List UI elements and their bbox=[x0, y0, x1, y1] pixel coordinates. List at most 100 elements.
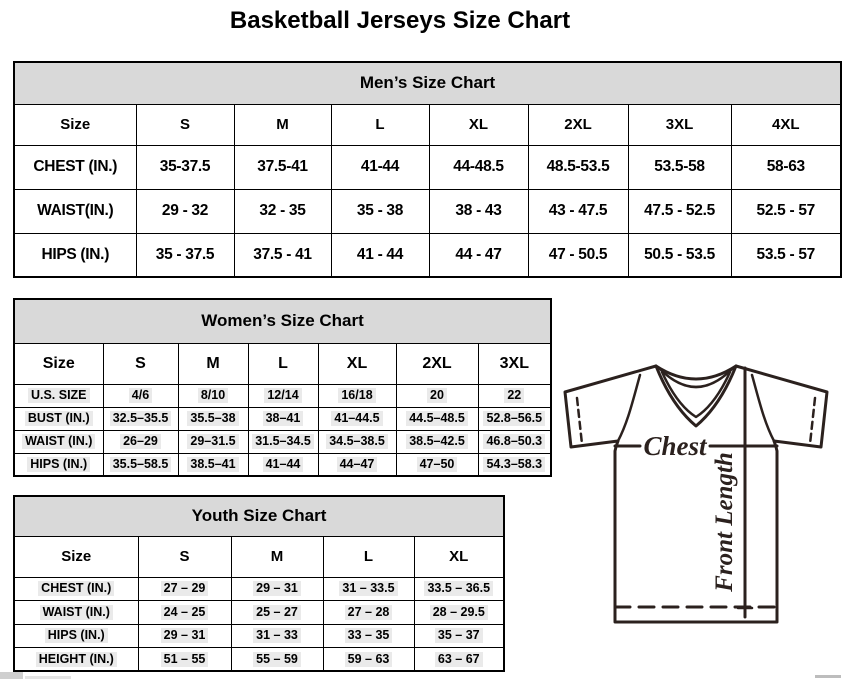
cell-text: 63 – 67 bbox=[434, 651, 483, 667]
cell: 44.5–48.5 bbox=[395, 406, 479, 431]
cell-text: 38.5–41 bbox=[187, 456, 239, 472]
cell: 37.5-41 bbox=[233, 144, 332, 190]
cell-text: 41–44.5 bbox=[331, 411, 383, 426]
cell: 35.5–38 bbox=[177, 406, 249, 431]
row-label: WAIST (IN.) bbox=[13, 600, 139, 625]
youth-waist-row: WAIST (IN.) 24 – 25 25 – 27 27 – 28 28 –… bbox=[13, 600, 505, 625]
cell-text: 34.5–38.5 bbox=[326, 434, 388, 449]
cuff-dash-right bbox=[808, 396, 817, 446]
cell: 43 - 47.5 bbox=[527, 188, 629, 234]
cell-text: 31 – 33 bbox=[253, 628, 301, 644]
cell-text: 55 – 59 bbox=[253, 651, 301, 667]
cell: 35-37.5 bbox=[135, 144, 235, 190]
cell-text: 27 – 29 bbox=[160, 581, 209, 597]
row-label: HEIGHT (IN.) bbox=[13, 647, 139, 672]
cell: 46.8–50.3 bbox=[477, 429, 552, 454]
womens-size-table: Women’s Size Chart Size S M L XL 2XL 3XL… bbox=[13, 298, 553, 477]
womens-table-title-row: Women’s Size Chart bbox=[13, 298, 552, 344]
cell: 4/6 bbox=[102, 383, 179, 408]
cell-text: 16/18 bbox=[338, 388, 376, 403]
youth-table-title-row: Youth Size Chart bbox=[13, 495, 505, 537]
cell: 38 - 43 bbox=[428, 188, 529, 234]
cell: 16/18 bbox=[317, 383, 397, 408]
cell: 47 - 50.5 bbox=[527, 232, 629, 278]
cell-text: 26–29 bbox=[120, 434, 161, 449]
row-label: HIPS (IN.) bbox=[13, 623, 139, 648]
front-length-label: Front Length bbox=[711, 452, 738, 593]
cell-text: 35 – 37 bbox=[434, 628, 483, 644]
womens-header-s: S bbox=[102, 342, 179, 385]
mens-waist-row: WAIST(IN.) 29 - 32 32 - 35 35 - 38 38 - … bbox=[13, 188, 842, 234]
youth-header-xl: XL bbox=[413, 535, 505, 578]
row-label: WAIST(IN.) bbox=[13, 188, 137, 234]
row-label-text: HEIGHT (IN.) bbox=[35, 651, 117, 667]
row-label: BUST (IN.) bbox=[13, 406, 104, 431]
collar-arc-inner bbox=[658, 367, 734, 389]
mens-table-title-row: Men’s Size Chart bbox=[13, 61, 842, 105]
collar-arc-outer bbox=[654, 364, 738, 381]
cell-text: 51 – 55 bbox=[160, 651, 209, 667]
youth-header-m: M bbox=[230, 535, 324, 578]
mens-header-m: M bbox=[233, 103, 332, 146]
row-label-text: BUST (IN.) bbox=[24, 411, 93, 426]
cell: 41-44 bbox=[330, 144, 430, 190]
cell: 50.5 - 53.5 bbox=[627, 232, 732, 278]
mens-header-2xl: 2XL bbox=[527, 103, 629, 146]
cell: 47–50 bbox=[395, 452, 479, 477]
youth-hips-row: HIPS (IN.) 29 – 31 31 – 33 33 – 35 35 – … bbox=[13, 623, 505, 648]
cell: 53.5 - 57 bbox=[730, 232, 842, 278]
jersey-diagram: Chest Front Length bbox=[556, 358, 843, 630]
jersey-illustration: Chest Front Length bbox=[563, 364, 829, 624]
armhole-seam-right bbox=[750, 373, 776, 443]
cell-text: 29 – 31 bbox=[160, 628, 209, 644]
mens-header-3xl: 3XL bbox=[627, 103, 732, 146]
cell-text: 27 – 28 bbox=[344, 604, 393, 620]
cell: 48.5-53.5 bbox=[527, 144, 629, 190]
cell: 63 – 67 bbox=[413, 647, 505, 672]
youth-header-row: Size S M L XL bbox=[13, 535, 505, 578]
cell-text: 29 – 31 bbox=[253, 581, 301, 597]
cell: 35.5–58.5 bbox=[102, 452, 179, 477]
mens-header-row: Size S M L XL 2XL 3XL 4XL bbox=[13, 103, 842, 146]
jersey-outline bbox=[563, 364, 829, 624]
row-label: CHEST (IN.) bbox=[13, 576, 139, 601]
cell-text: 47–50 bbox=[416, 456, 458, 472]
cell: 31.5–34.5 bbox=[247, 429, 319, 454]
cell-text: 35.5–58.5 bbox=[109, 456, 172, 472]
cell: 52.8–56.5 bbox=[477, 406, 552, 431]
bottom-left-fragment bbox=[0, 672, 23, 679]
cell: 41–44 bbox=[247, 452, 319, 477]
cell: 20 bbox=[395, 383, 479, 408]
cell: 24 – 25 bbox=[137, 600, 232, 625]
mens-header-4xl: 4XL bbox=[730, 103, 842, 146]
womens-header-m: M bbox=[177, 342, 249, 385]
cell-text: 12/14 bbox=[264, 388, 302, 403]
cell-text: 33.5 – 36.5 bbox=[424, 581, 494, 597]
cell: 25 – 27 bbox=[230, 600, 324, 625]
cell: 55 – 59 bbox=[230, 647, 324, 672]
cell: 41 - 44 bbox=[330, 232, 430, 278]
cell: 27 – 29 bbox=[137, 576, 232, 601]
row-label: U.S. SIZE bbox=[13, 383, 104, 408]
cell-text: 44.5–48.5 bbox=[406, 411, 468, 426]
cell-text: 4/6 bbox=[128, 388, 153, 403]
mens-header-size: Size bbox=[13, 103, 137, 146]
womens-bust-row: BUST (IN.) 32.5–35.5 35.5–38 38–41 41–44… bbox=[13, 406, 552, 431]
cell-text: 28 – 29.5 bbox=[429, 604, 488, 620]
cell-text: 31.5–34.5 bbox=[252, 434, 314, 449]
cell: 32 - 35 bbox=[233, 188, 332, 234]
youth-header-s: S bbox=[137, 535, 232, 578]
cell-text: 20 bbox=[427, 388, 447, 403]
cell-text: 54.3–58.3 bbox=[483, 456, 546, 472]
cell-text: 22 bbox=[504, 388, 525, 403]
womens-header-row: Size S M L XL 2XL 3XL bbox=[13, 342, 552, 385]
cell: 38.5–41 bbox=[177, 452, 249, 477]
cell-text: 8/10 bbox=[197, 388, 229, 403]
youth-header-l: L bbox=[322, 535, 415, 578]
row-label-text: WAIST (IN.) bbox=[22, 434, 96, 449]
cell: 12/14 bbox=[247, 383, 319, 408]
youth-header-size: Size bbox=[13, 535, 139, 578]
cell: 26–29 bbox=[102, 429, 179, 454]
cell-text: 52.8–56.5 bbox=[483, 411, 546, 426]
cell-text: 25 – 27 bbox=[253, 604, 301, 620]
